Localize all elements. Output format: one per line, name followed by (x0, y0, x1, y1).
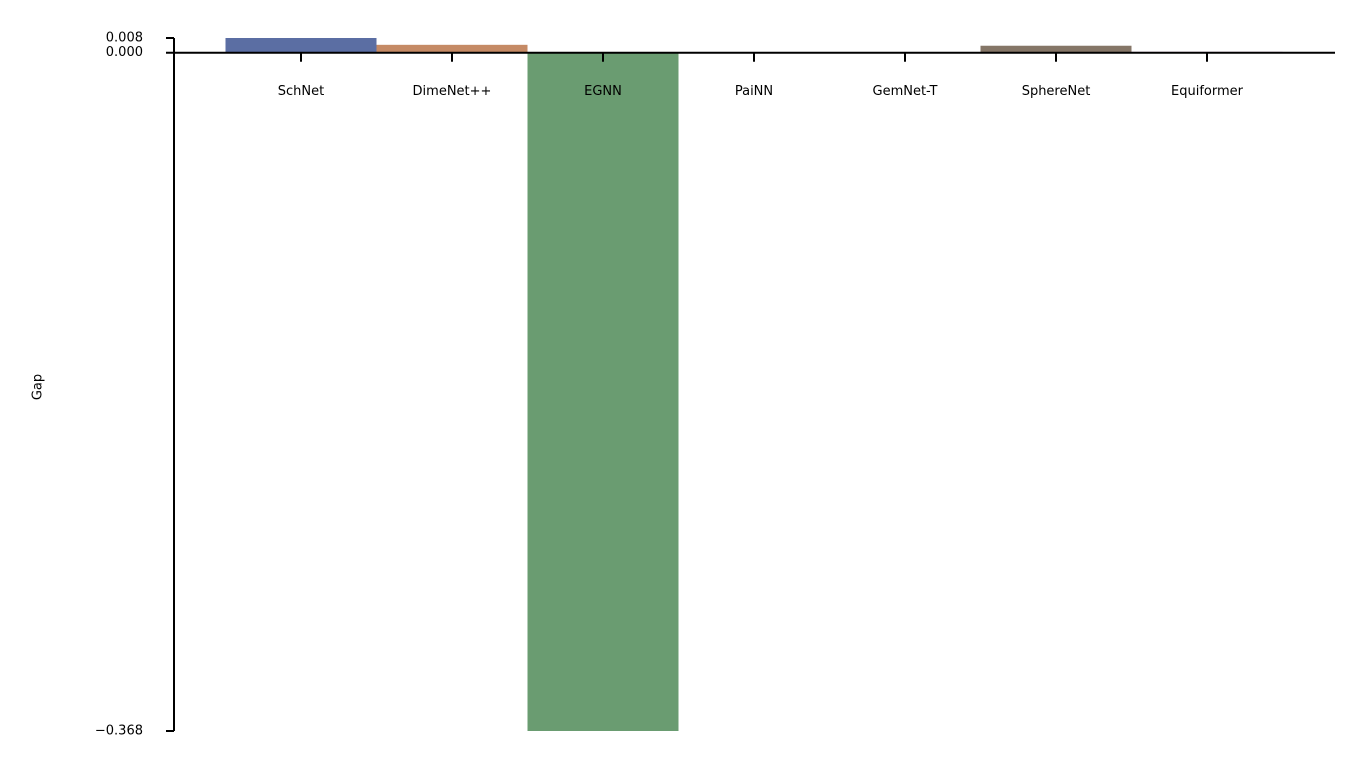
y-tick-label: 0.008 (106, 31, 143, 46)
bar (225, 38, 377, 53)
y-tick-label: −0.368 (95, 724, 143, 739)
bar (527, 52, 679, 731)
x-tick-label: DimeNet++ (413, 84, 492, 99)
bar (980, 45, 1132, 53)
y-tick-label: 0.000 (106, 45, 143, 60)
x-tick-label: GemNet-T (873, 84, 938, 99)
x-tick-label: PaiNN (735, 84, 773, 99)
y-axis-label: Gap (31, 374, 46, 400)
bar (376, 44, 528, 53)
x-tick-label: EGNN (584, 84, 622, 99)
x-tick-label: Equiformer (1171, 84, 1244, 99)
x-tick-label: SchNet (278, 84, 324, 99)
x-tick-label: SphereNet (1022, 84, 1091, 99)
